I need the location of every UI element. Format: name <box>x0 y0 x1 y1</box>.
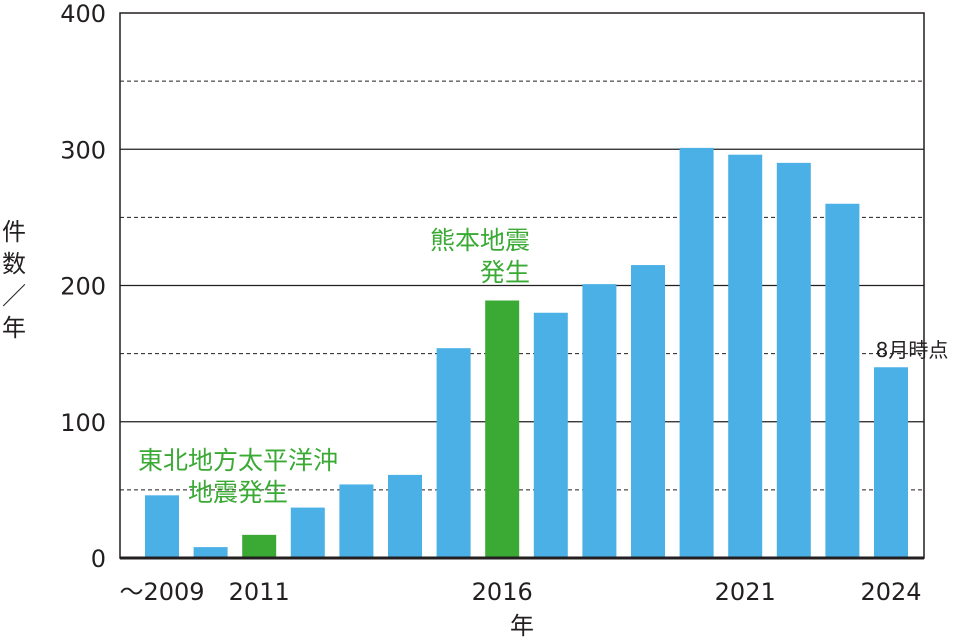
y-axis-title-char: 数 <box>2 250 26 278</box>
x-tick-label: 2021 <box>715 578 776 606</box>
y-axis-title-char: 年 <box>2 314 26 342</box>
x-tick-label: 2024 <box>860 578 921 606</box>
annotation-aug: 8月時点 <box>876 338 949 362</box>
bar-2021 <box>728 154 763 558</box>
y-tick-label: 400 <box>60 0 106 28</box>
annotation-tohoku: 東北地方太平洋沖 地震発生 <box>138 446 338 507</box>
x-tick-label: 2011 <box>229 578 290 606</box>
bar-layer <box>145 147 908 558</box>
x-axis-title: 年 <box>510 612 534 640</box>
annotation-aug-label: 8月時点 <box>876 338 949 362</box>
axis-layer <box>119 12 925 560</box>
x-tick-labels: ～2009 2011 2016 2021 2024 <box>119 578 921 606</box>
bar-2011 <box>242 534 277 558</box>
bar-2023 <box>825 203 860 558</box>
annotation-tohoku-line2: 地震発生 <box>188 478 288 507</box>
annotation-kumamoto-line2: 発生 <box>480 258 530 287</box>
y-tick-label: 0 <box>91 545 106 573</box>
bar-2015 <box>436 348 471 558</box>
y-tick-labels: 0 100 200 300 400 <box>60 0 106 573</box>
annotation-kumamoto: 熊本地震 発生 <box>430 226 530 287</box>
bar-2022 <box>776 162 811 558</box>
y-axis-title-char: ／ <box>2 282 26 310</box>
bar-2019 <box>631 265 665 558</box>
bar-2013 <box>339 484 374 558</box>
y-axis-title: 件 数 ／ 年 <box>2 218 26 342</box>
x-tick-label: 2016 <box>472 578 533 606</box>
x-tick-label: ～2009 <box>119 578 204 606</box>
bar-2016 <box>485 300 520 558</box>
y-tick-label: 200 <box>60 273 106 301</box>
annotation-kumamoto-line1: 熊本地震 <box>430 226 530 255</box>
annotation-tohoku-line1: 東北地方太平洋沖 <box>138 446 338 475</box>
y-tick-label: 100 <box>60 409 106 437</box>
bar-2020 <box>679 147 714 558</box>
bar-2010 <box>193 547 228 558</box>
bar-～2009 <box>145 495 179 558</box>
bar-2017 <box>533 312 568 558</box>
bar-2014 <box>388 474 422 558</box>
bar-2012 <box>290 507 325 558</box>
bar-2018 <box>582 284 617 558</box>
bar-2024 <box>874 367 908 558</box>
y-tick-label: 300 <box>60 136 106 164</box>
y-axis-title-char: 件 <box>2 218 26 246</box>
